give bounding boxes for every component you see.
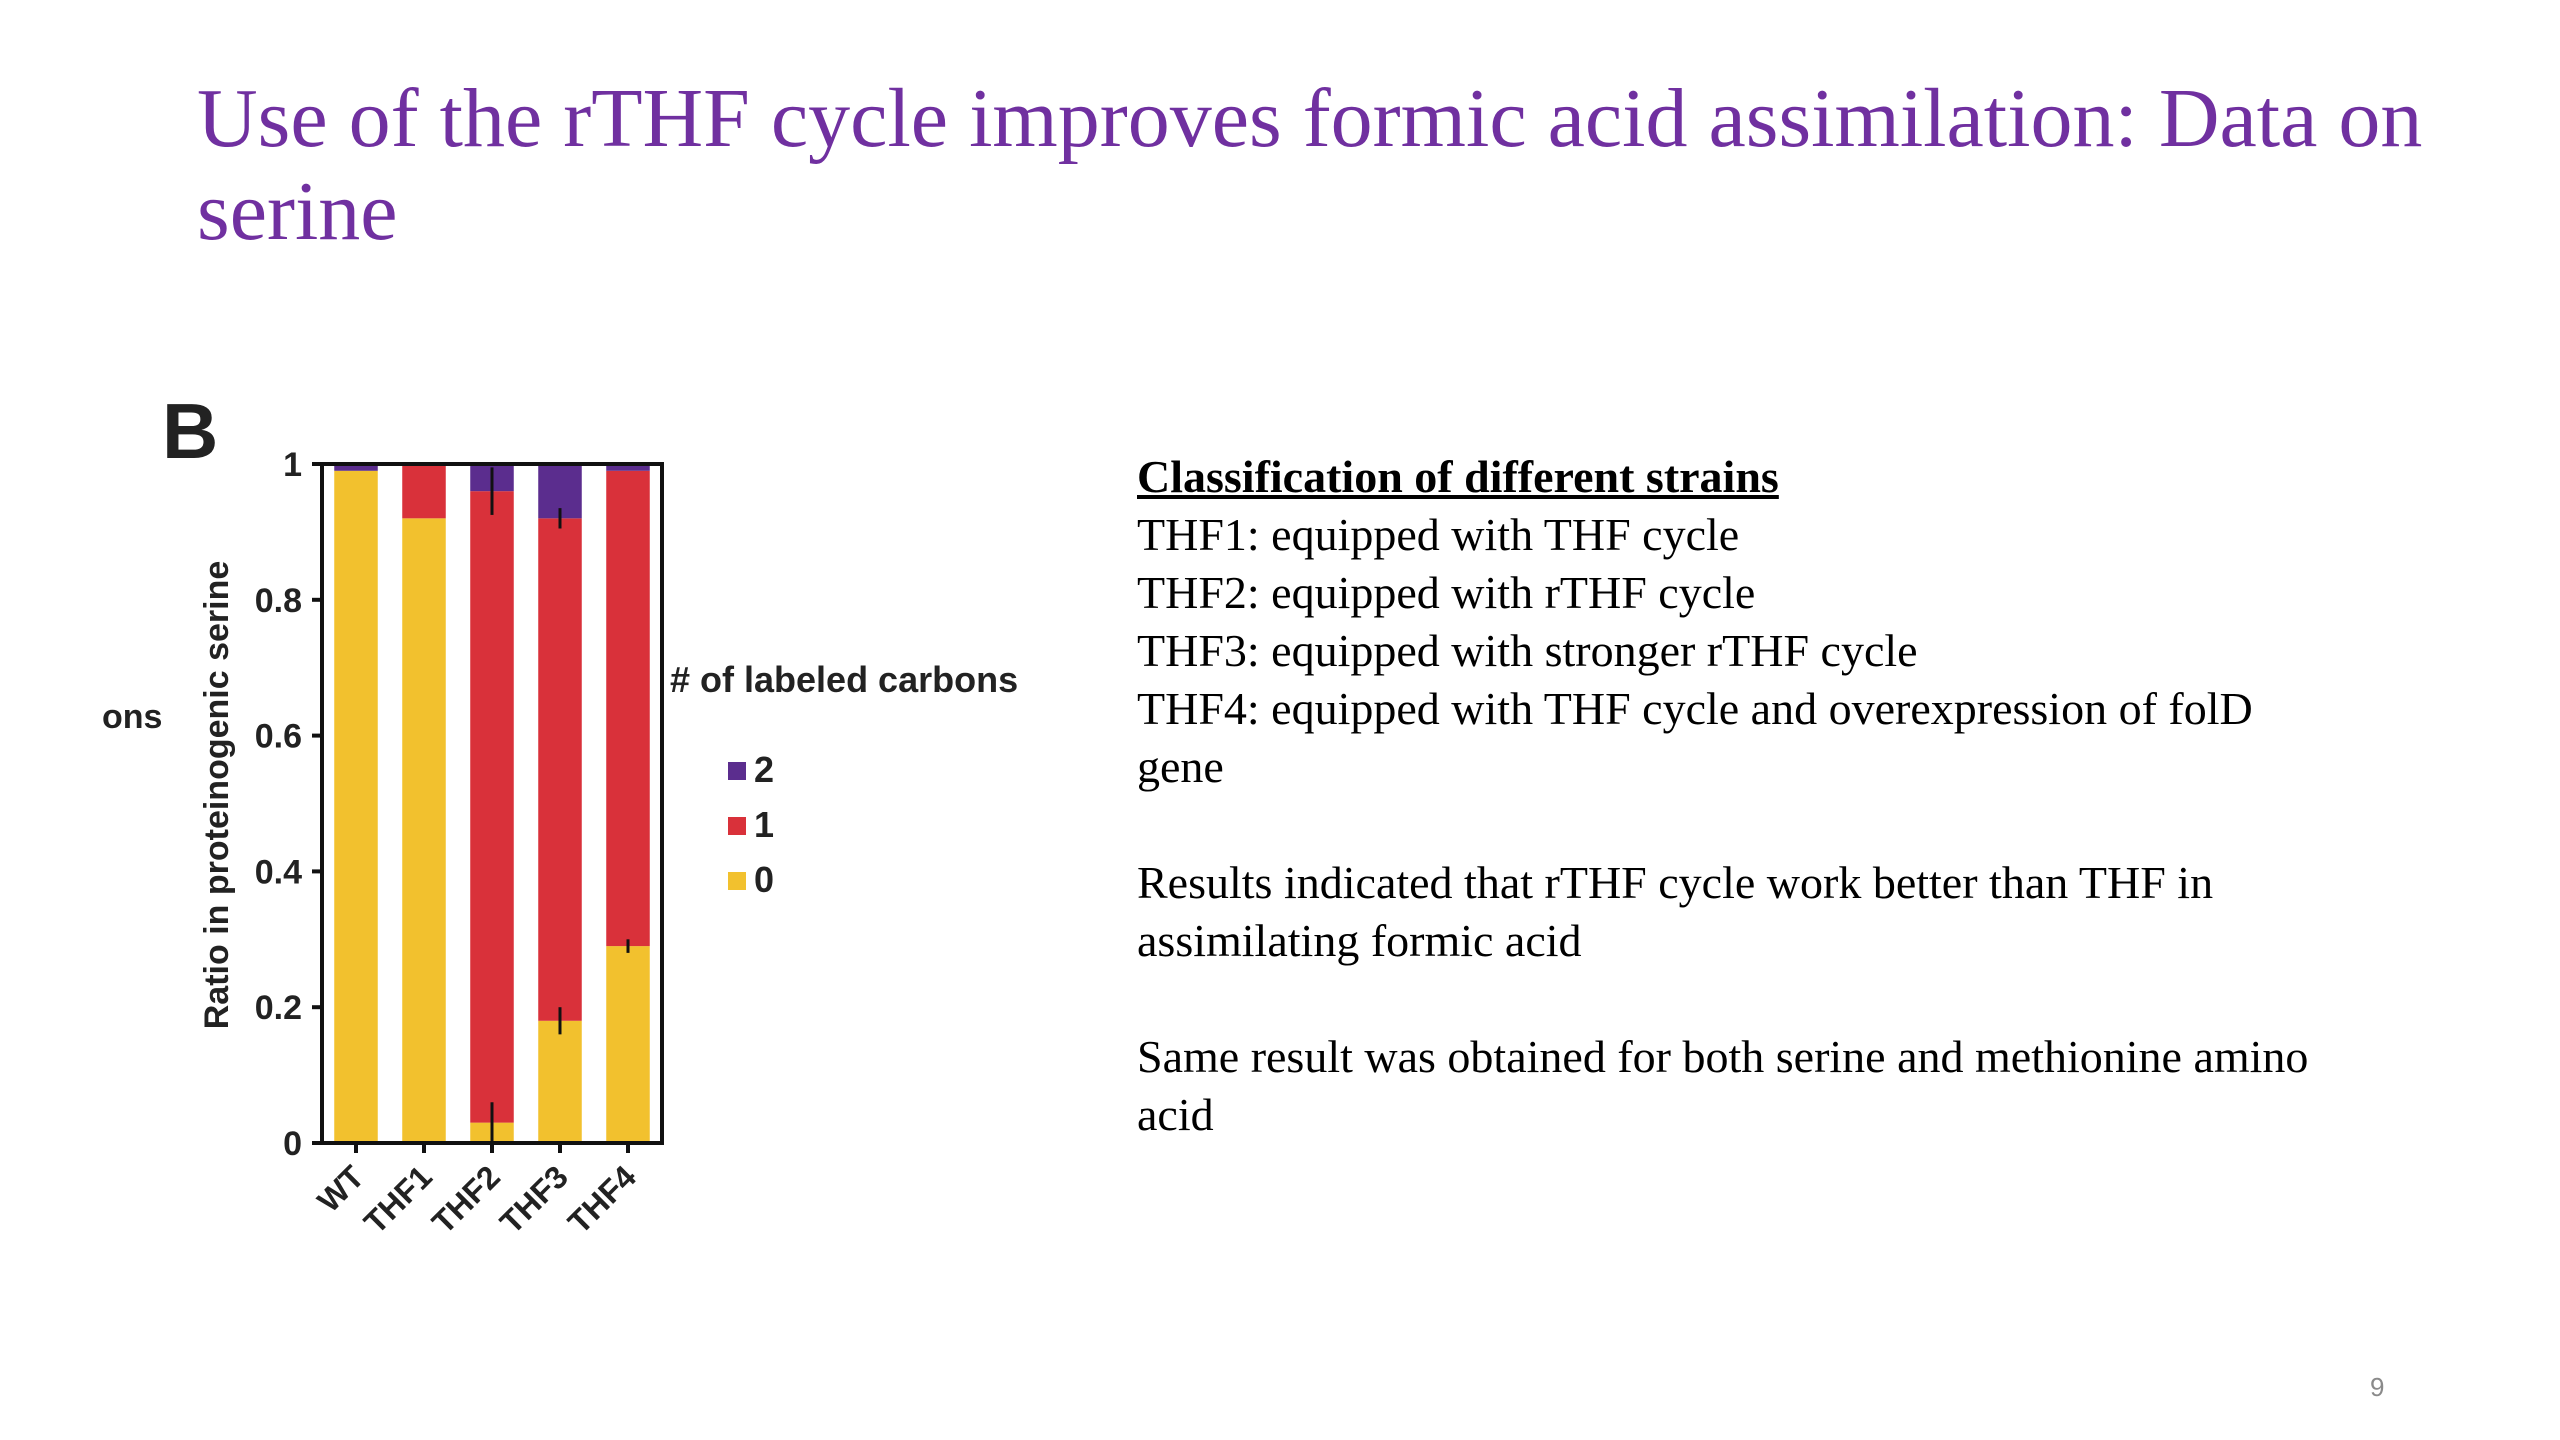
same-result-text: Same result was obtained for both serine… xyxy=(1137,1031,2309,1140)
slide-title: Use of the rTHF cycle improves formic ac… xyxy=(197,72,2423,258)
legend-label-2: 2 xyxy=(754,749,774,790)
results-text: Results indicated that rTHF cycle work b… xyxy=(1137,857,2214,966)
bar-segment-thf4-label-2 xyxy=(606,464,650,471)
legend-swatch-2 xyxy=(728,762,746,780)
panel-label: B xyxy=(162,387,218,475)
legend-title: # of labeled carbons xyxy=(670,659,1018,700)
bar-segment-thf2-label-1 xyxy=(470,491,514,1123)
y-tick-label-3: 0.6 xyxy=(255,718,302,756)
y-tick-label-2: 0.4 xyxy=(255,853,302,891)
y-axis-label: Ratio in proteinogenic serine xyxy=(198,561,236,1030)
legend-swatch-0 xyxy=(728,872,746,890)
x-tick-label-thf1: THF1 xyxy=(357,1158,439,1240)
strain-line-thf1: THF1: equipped with THF cycle xyxy=(1137,509,1740,560)
bar-segment-thf3-label-1 xyxy=(538,518,582,1021)
x-tick-label-thf2: THF2 xyxy=(425,1158,507,1240)
bar-segment-thf3-label-0 xyxy=(538,1020,582,1143)
y-tick-label-1: 0.2 xyxy=(255,989,302,1027)
bar-segment-wt-label-2 xyxy=(334,464,378,471)
x-tick-label-thf4: THF4 xyxy=(561,1158,643,1240)
bar-segment-thf1-label-0 xyxy=(402,518,446,1143)
strain-line-thf3: THF3: equipped with stronger rTHF cycle xyxy=(1137,625,1918,676)
strain-line-thf4: THF4: equipped with THF cycle and overex… xyxy=(1137,683,2253,792)
bar-segment-thf1-label-1 xyxy=(402,464,446,519)
legend-swatch-1 xyxy=(728,817,746,835)
y-tick-label-5: 1 xyxy=(283,446,302,484)
stacked-bar-chart: B ons Ratio in proteinogenic serine # of… xyxy=(100,370,1060,1290)
bar-segment-thf4-label-1 xyxy=(606,470,650,947)
bar-segment-thf4-label-0 xyxy=(606,946,650,1143)
page-number: 9 xyxy=(2370,1372,2385,1402)
bar-segment-wt-label-0 xyxy=(334,470,378,1143)
strain-line-thf2: THF2: equipped with rTHF cycle xyxy=(1137,567,1756,618)
y-tick-label-0: 0 xyxy=(283,1125,302,1163)
clipped-side-text: ons xyxy=(102,698,162,736)
y-tick-label-4: 0.8 xyxy=(255,582,302,620)
classification-text: Classification of different strains THF1… xyxy=(1137,448,2337,1144)
x-tick-label-thf3: THF3 xyxy=(493,1158,575,1240)
legend-label-1: 1 xyxy=(754,804,774,845)
legend-label-0: 0 xyxy=(754,859,774,900)
classification-heading: Classification of different strains xyxy=(1137,451,1779,502)
chart-svg: B ons Ratio in proteinogenic serine # of… xyxy=(102,387,1018,1241)
